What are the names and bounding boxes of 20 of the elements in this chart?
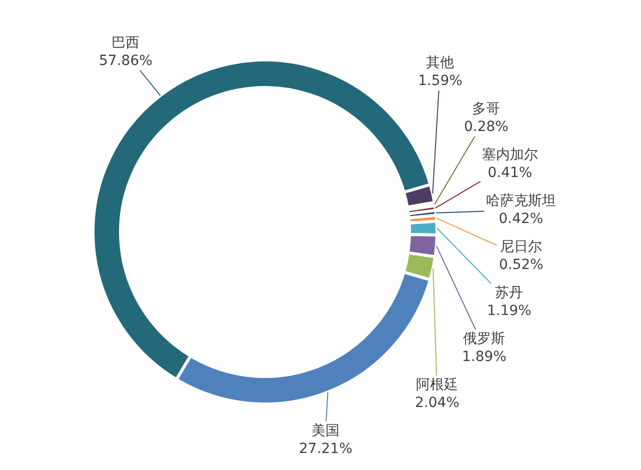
slice-label: 俄罗斯 xyxy=(463,331,506,347)
data-label: 1.59% xyxy=(418,73,462,90)
data-label: 2.04% xyxy=(415,395,460,412)
slice-label: 其他 xyxy=(426,55,454,71)
data-label: 0.52% xyxy=(499,257,544,274)
data-label: 27.21% xyxy=(299,441,352,458)
slice-label: 美国 xyxy=(312,423,340,439)
slice-label: 尼日尔 xyxy=(500,239,542,255)
data-label: 0.28% xyxy=(464,119,508,136)
slice-label: 哈萨克斯坦 xyxy=(486,193,556,209)
data-label: 0.42% xyxy=(498,211,544,228)
data-label: 1.19% xyxy=(487,303,532,320)
slice-label: 阿根廷 xyxy=(416,377,458,393)
slice-label: 苏丹 xyxy=(495,285,524,301)
slice-label: 多哥 xyxy=(472,101,500,117)
data-label: 0.41% xyxy=(488,165,532,182)
data-label: 1.89% xyxy=(462,349,506,366)
slice-label: 巴西 xyxy=(112,35,140,51)
slice-label: 塞内加尔 xyxy=(482,147,538,163)
data-label: 57.86% xyxy=(99,53,152,70)
